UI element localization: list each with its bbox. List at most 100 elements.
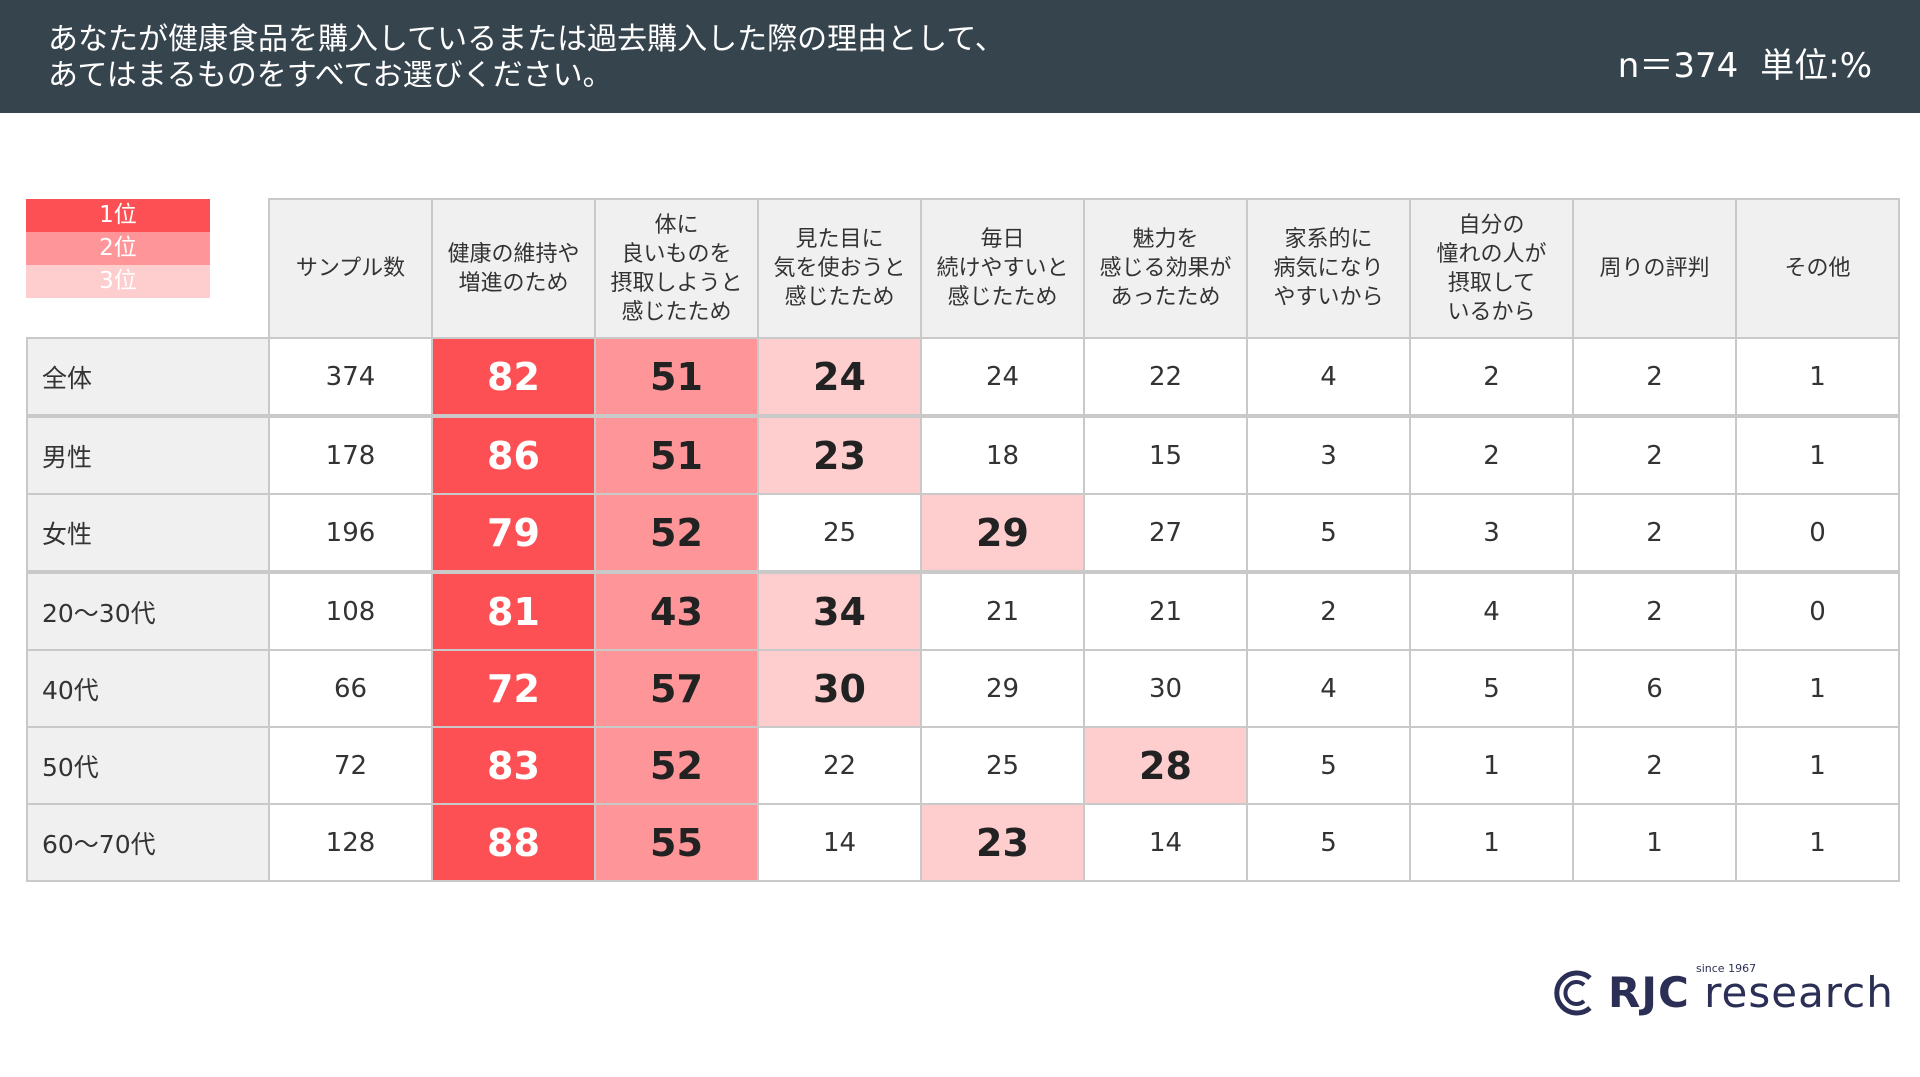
table-row: 60～70代 128 88 55 14 23 14 5 1 1 1	[26, 803, 1900, 882]
rank-2-value-cell: 52	[594, 726, 759, 805]
value-cell: 5	[1246, 726, 1411, 805]
value-cell: 2	[1572, 493, 1737, 573]
rank-1-value-cell: 79	[431, 493, 596, 573]
value-cell: 25	[757, 493, 922, 573]
rank-1-value-cell: 82	[431, 337, 596, 417]
value-cell: 3	[1409, 493, 1574, 573]
value-cell: 6	[1572, 649, 1737, 728]
rank-3-value-cell: 30	[757, 649, 922, 728]
value-cell: 2	[1409, 414, 1574, 495]
value-cell: 15	[1083, 414, 1248, 495]
column-header: 見た目に 気を使おうと 感じたため	[757, 198, 922, 339]
row-label: 20～30代	[26, 570, 270, 651]
value-cell: 2	[1246, 570, 1411, 651]
value-cell: 5	[1246, 803, 1411, 882]
rank-3-value-cell: 23	[757, 414, 922, 495]
value-cell: 14	[757, 803, 922, 882]
rank-1-value-cell: 83	[431, 726, 596, 805]
logo-brand: RJC	[1608, 968, 1690, 1017]
sample-count-cell: 108	[268, 570, 433, 651]
value-cell: 2	[1572, 726, 1737, 805]
sample-count-cell: 374	[268, 337, 433, 417]
rank-1-value-cell: 88	[431, 803, 596, 882]
sample-count-cell: 128	[268, 803, 433, 882]
value-cell: 14	[1083, 803, 1248, 882]
value-cell: 4	[1246, 649, 1411, 728]
row-label: 女性	[26, 493, 270, 573]
table-body: 全体 374 82 51 24 24 22 4 2 2 1 男性 178 86 51 23 18 15 3 2 2 1 女性…	[26, 337, 1900, 882]
table-row: 女性 196 79 52 25 29 27 5 3 2 0	[26, 493, 1900, 573]
legend-rank1: 1位	[26, 199, 210, 232]
rank-legend: 1位 2位 3位	[26, 199, 210, 298]
value-cell: 0	[1735, 493, 1900, 573]
sample-count-cell: 196	[268, 493, 433, 573]
value-cell: 5	[1409, 649, 1574, 728]
legend-rank2: 2位	[26, 232, 210, 265]
row-label: 50代	[26, 726, 270, 805]
logo-mark-icon	[1554, 970, 1592, 1016]
column-header: 周りの評判	[1572, 198, 1737, 339]
value-cell: 1	[1735, 337, 1900, 417]
column-header: サンプル数	[268, 198, 433, 339]
value-cell: 2	[1572, 414, 1737, 495]
row-label: 60～70代	[26, 803, 270, 882]
column-header: 体に 良いものを 摂取しようと 感じたため	[594, 198, 759, 339]
sample-size: n＝374	[1617, 46, 1739, 86]
logo-text: RJC research	[1608, 968, 1894, 1017]
rank-3-value-cell: 34	[757, 570, 922, 651]
value-cell: 30	[1083, 649, 1248, 728]
question-line-2: あてはまるものをすべてお選びください。	[48, 58, 613, 93]
sample-unit-info: n＝374 単位:%	[1618, 38, 1872, 87]
value-cell: 1	[1735, 414, 1900, 495]
rank-2-value-cell: 55	[594, 803, 759, 882]
sample-count-cell: 66	[268, 649, 433, 728]
value-cell: 1	[1735, 803, 1900, 882]
row-label: 全体	[26, 337, 270, 417]
rjc-research-logo: since 1967 RJC research	[1552, 962, 1893, 1024]
column-header: 家系的に 病気になり やすいから	[1246, 198, 1411, 339]
value-cell: 18	[920, 414, 1085, 495]
value-cell: 22	[1083, 337, 1248, 417]
header-banner: あなたが健康食品を購入しているまたは過去購入した際の理由として、 あてはまるもの…	[0, 0, 1920, 113]
value-cell: 21	[1083, 570, 1248, 651]
value-cell: 29	[920, 649, 1085, 728]
column-header: 健康の維持や 増進のため	[431, 198, 596, 339]
row-label: 40代	[26, 649, 270, 728]
value-cell: 0	[1735, 570, 1900, 651]
value-cell: 1	[1409, 803, 1574, 882]
rank-1-value-cell: 72	[431, 649, 596, 728]
logo-word: research	[1704, 968, 1894, 1017]
row-label: 男性	[26, 414, 270, 495]
value-cell: 27	[1083, 493, 1248, 573]
results-table: サンプル数 健康の維持や 増進のため 体に 良いものを 摂取しようと 感じたため 見た…	[26, 198, 1900, 882]
value-cell: 22	[757, 726, 922, 805]
value-cell: 4	[1246, 337, 1411, 417]
sample-count-cell: 178	[268, 414, 433, 495]
rank-3-value-cell: 23	[920, 803, 1085, 882]
rank-1-value-cell: 81	[431, 570, 596, 651]
column-header: その他	[1735, 198, 1900, 339]
rank-3-value-cell: 24	[757, 337, 922, 417]
table-row: 50代 72 83 52 22 25 28 5 1 2 1	[26, 726, 1900, 805]
column-header: 毎日 続けやすいと 感じたため	[920, 198, 1085, 339]
value-cell: 21	[920, 570, 1085, 651]
value-cell: 1	[1572, 803, 1737, 882]
question-line-1: あなたが健康食品を購入しているまたは過去購入した際の理由として、	[48, 22, 1005, 57]
table-row: 全体 374 82 51 24 24 22 4 2 2 1	[26, 337, 1900, 417]
value-cell: 25	[920, 726, 1085, 805]
unit-label: 単位:%	[1760, 46, 1872, 86]
rank-2-value-cell: 43	[594, 570, 759, 651]
value-cell: 4	[1409, 570, 1574, 651]
table-row: 20～30代 108 81 43 34 21 21 2 4 2 0	[26, 570, 1900, 651]
value-cell: 2	[1409, 337, 1574, 417]
logo-since: since 1967	[1696, 962, 1757, 975]
rank-3-value-cell: 29	[920, 493, 1085, 573]
rank-3-value-cell: 28	[1083, 726, 1248, 805]
rank-2-value-cell: 52	[594, 493, 759, 573]
value-cell: 1	[1735, 726, 1900, 805]
sample-count-cell: 72	[268, 726, 433, 805]
value-cell: 3	[1246, 414, 1411, 495]
table-row: 男性 178 86 51 23 18 15 3 2 2 1	[26, 414, 1900, 495]
value-cell: 1	[1409, 726, 1574, 805]
value-cell: 5	[1246, 493, 1411, 573]
